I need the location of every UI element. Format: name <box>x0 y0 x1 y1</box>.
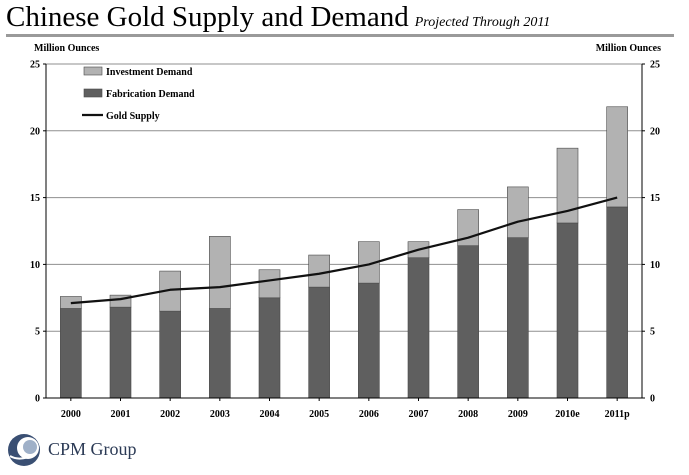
x-tick-label: 2004 <box>260 409 280 420</box>
x-tick-label: 2007 <box>409 409 429 420</box>
bar-fabrication-demand <box>556 222 579 399</box>
x-tick-label: 2002 <box>160 409 180 420</box>
bar-fabrication-demand <box>209 308 231 399</box>
bar-fabrication-demand <box>60 308 82 399</box>
x-tick-label: 2006 <box>359 409 379 420</box>
bar-investment-demand <box>209 236 231 309</box>
title-divider <box>6 34 674 37</box>
legend: Investment Demand Fabrication Demand Gold … <box>82 66 195 122</box>
bar-investment-demand <box>606 106 628 208</box>
bar-investment-demand <box>308 254 330 288</box>
cpm-logo-icon <box>8 434 40 466</box>
bar-fabrication-demand <box>507 237 529 399</box>
right-axis-unit: Million Ounces <box>595 43 661 54</box>
axes: 0 0 5 5 10 10 15 15 20 20 25 25 2000 2001 2002 2003 2004… <box>30 60 660 421</box>
left-axis-unit: Million Ounces <box>34 43 100 54</box>
bar-fabrication-demand <box>258 297 281 399</box>
bar-fabrication-demand <box>457 245 479 399</box>
bar-fabrication-demand <box>109 306 132 399</box>
y-tick-label-left: 0 <box>35 394 40 405</box>
y-tick-label-right: 15 <box>650 193 660 204</box>
y-tick-label-left: 5 <box>35 327 40 338</box>
legend-swatch <box>83 88 103 98</box>
bar-investment-demand <box>507 186 529 238</box>
line-gold-supply <box>70 196 618 305</box>
y-tick-label-right: 0 <box>650 394 655 405</box>
y-tick-label-left: 15 <box>30 193 40 204</box>
x-tick-label: 2008 <box>458 409 478 420</box>
bar-investment-demand <box>258 269 281 299</box>
bar-investment-demand <box>556 147 579 224</box>
y-tick-label-right: 20 <box>650 126 660 137</box>
gridlines <box>46 63 642 332</box>
x-tick-label: 2001 <box>111 409 131 420</box>
x-tick-label: 2005 <box>309 409 329 420</box>
y-tick-label-right: 25 <box>650 60 660 71</box>
bar-fabrication-demand <box>308 286 330 399</box>
title-row: Chinese Gold Supply and Demand Projected … <box>6 0 681 36</box>
y-tick-label-left: 20 <box>30 126 40 137</box>
company-name: CPM Group <box>48 439 137 459</box>
y-tick-label-right: 5 <box>650 327 655 338</box>
legend-label: Fabrication Demand <box>106 89 195 100</box>
bar-fabrication-demand <box>159 310 181 399</box>
bar-series <box>60 106 628 399</box>
x-tick-label: 2000 <box>61 409 81 420</box>
legend-label: Gold Supply <box>106 111 160 122</box>
footer: CPM Group <box>6 430 206 470</box>
chart-subtitle: Projected Through 2011 <box>414 15 551 30</box>
x-tick-label: 2011p <box>605 409 630 420</box>
y-tick-label-right: 10 <box>650 260 660 271</box>
legend-label: Investment Demand <box>106 67 193 78</box>
bar-fabrication-demand <box>606 206 628 399</box>
supply-line-series <box>70 196 618 305</box>
chart-title: Chinese Gold Supply and Demand <box>6 1 409 33</box>
bar-fabrication-demand <box>358 282 380 399</box>
x-tick-label: 2010e <box>555 409 580 420</box>
bar-fabrication-demand <box>407 257 430 399</box>
x-tick-label: 2009 <box>508 409 528 420</box>
y-tick-label-left: 25 <box>30 60 40 71</box>
legend-swatch <box>83 66 103 76</box>
y-tick-label-left: 10 <box>30 260 40 271</box>
x-tick-label: 2003 <box>210 409 230 420</box>
